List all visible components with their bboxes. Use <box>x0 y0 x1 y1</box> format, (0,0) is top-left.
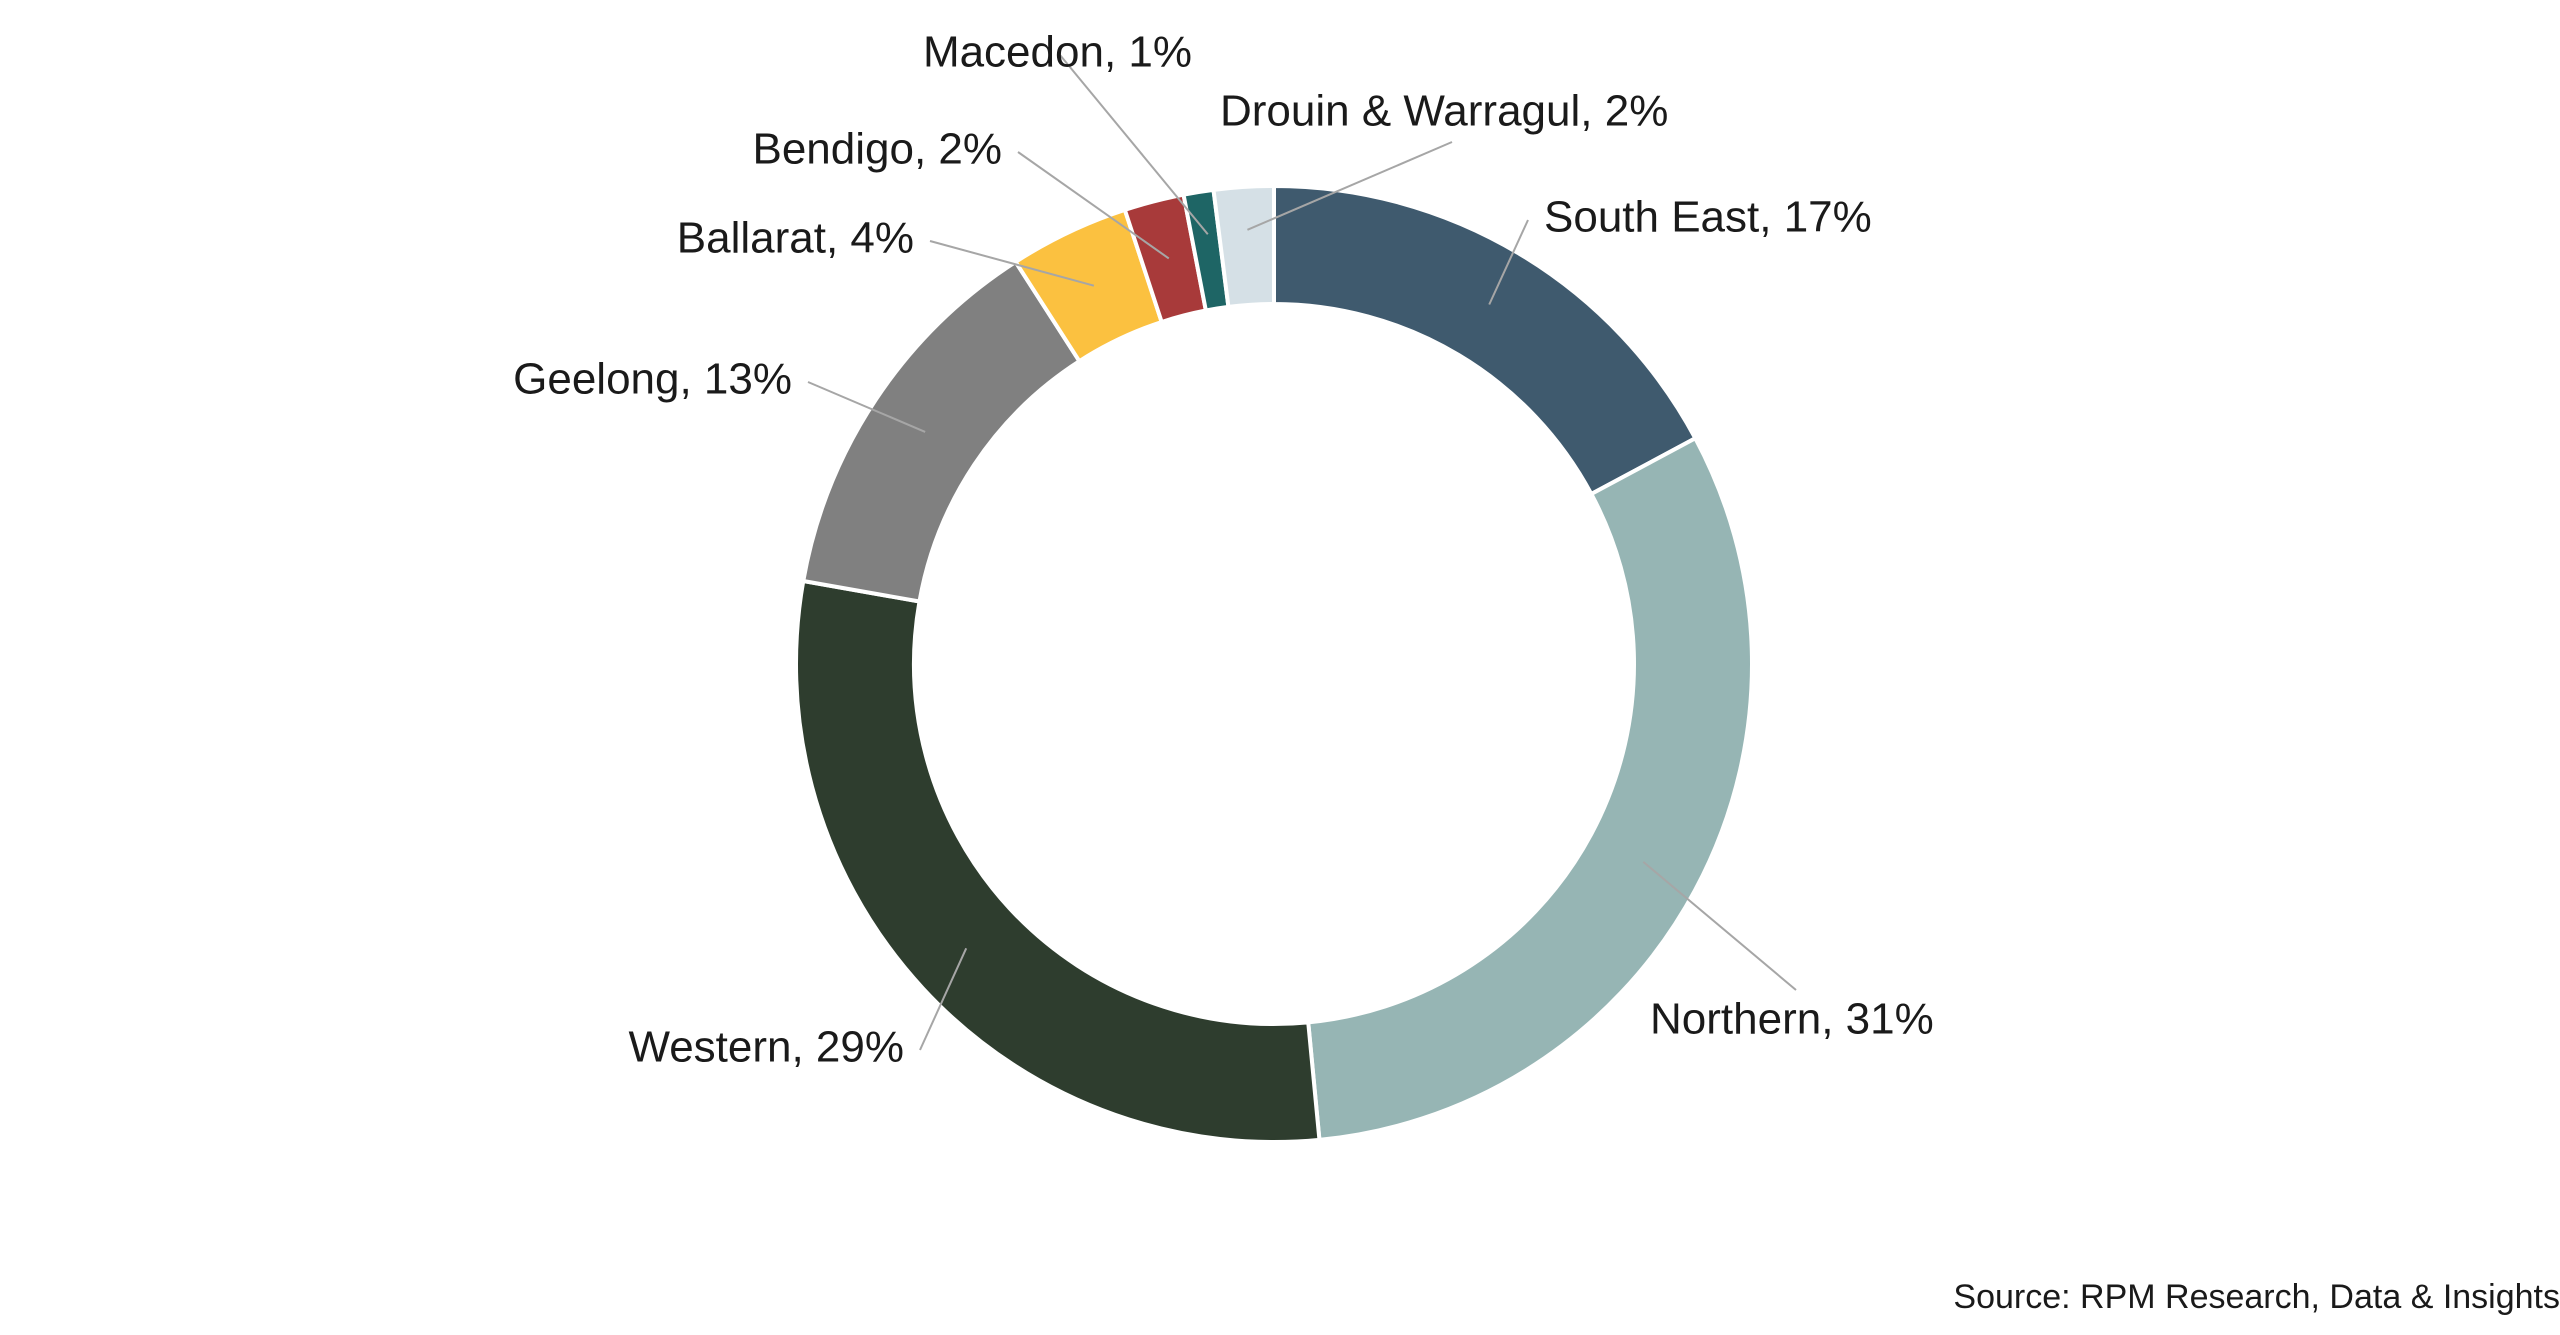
leader-line-bendigo <box>1017 151 1170 260</box>
leader-line-western <box>919 947 968 1051</box>
donut-slices <box>794 183 1754 1144</box>
slice-western <box>794 578 1322 1144</box>
label-northern: Northern, 31% <box>1650 995 1934 1044</box>
slice-labels: South East, 17% Northern, 31% Western, 29%… <box>513 28 1934 1072</box>
label-ballarat: Ballarat, 4% <box>677 214 914 263</box>
leader-lines <box>807 54 1797 1051</box>
label-western: Western, 29% <box>628 1023 904 1072</box>
leader-line-northern <box>1642 861 1797 991</box>
slice-geelong <box>800 259 1083 604</box>
slice-northern <box>1306 435 1754 1143</box>
slice-drouin-warragul <box>1211 183 1276 310</box>
label-bendigo: Bendigo, 2% <box>752 125 1002 174</box>
label-south-east: South East, 17% <box>1544 193 1872 242</box>
leader-line-macedon <box>1059 54 1209 235</box>
label-macedon: Macedon, 1% <box>923 28 1192 77</box>
leader-line-geelong <box>807 381 926 433</box>
source-note: Source: RPM Research, Data & Insights <box>1953 1278 2560 1316</box>
leader-line-ballarat <box>929 240 1095 287</box>
leader-line-drouin-warragul <box>1247 141 1453 231</box>
label-drouin-warragul: Drouin & Warragul, 2% <box>1220 87 1668 136</box>
label-geelong: Geelong, 13% <box>513 355 792 404</box>
leader-line-south-east <box>1488 219 1529 305</box>
